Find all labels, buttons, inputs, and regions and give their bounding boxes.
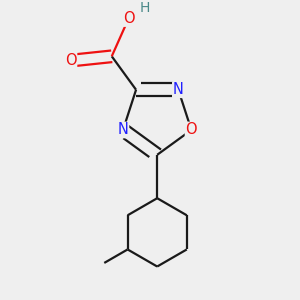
Text: N: N <box>173 82 184 97</box>
Text: H: H <box>140 1 150 15</box>
Text: N: N <box>118 122 128 137</box>
Text: O: O <box>186 122 197 137</box>
Text: O: O <box>65 53 76 68</box>
Text: O: O <box>123 11 134 26</box>
